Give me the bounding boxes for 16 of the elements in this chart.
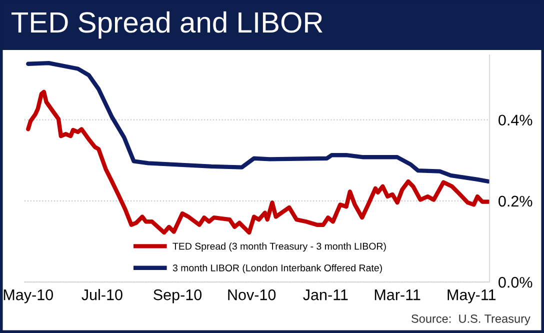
y-tick-label: 0.4% (498, 114, 532, 126)
line-series (26, 90, 490, 235)
x-tick-label: Jan-11 (303, 290, 348, 300)
legend-label: TED Spread (3 month Treasury - 3 month LIBOR) (172, 242, 386, 252)
line-series (26, 60, 490, 184)
x-tick-label: May-11 (448, 290, 496, 304)
y-tick-label: 0.0% (498, 276, 532, 288)
y-tick-label: 0.2% (498, 196, 532, 207)
source-note: Source: U.S. Treasury (412, 314, 530, 326)
x-tick-label: Sep-10 (154, 289, 202, 304)
x-tick-label: Nov-10 (228, 289, 276, 300)
x-tick-label: May-10 (4, 289, 53, 304)
x-tick-label: Mar-11 (374, 290, 420, 300)
chart-title: TED Spread and LIBOR (12, 11, 322, 39)
legend-label: 3 month LIBOR (London Interbank Offered Rate) (172, 264, 382, 274)
x-tick-label: Jul-10 (82, 288, 122, 300)
